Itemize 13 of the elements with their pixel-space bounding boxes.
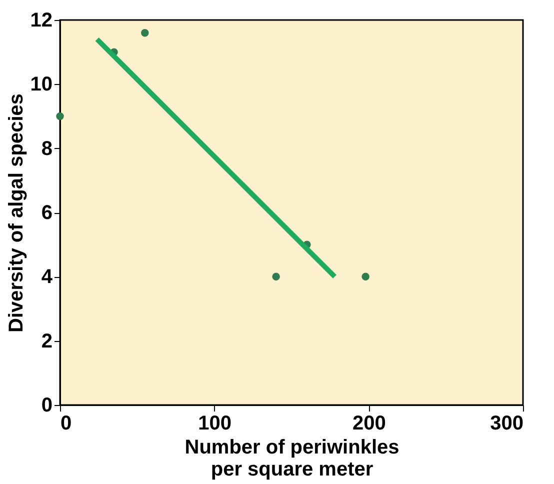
x-tick-label: 100 [198,412,232,434]
x-axis-title: Number of periwinkles per square meter [184,436,400,480]
y-axis-title: Diversity of algal species [5,93,28,333]
y-tick-label: 6 [41,202,52,224]
y-tick-label: 4 [41,266,54,288]
y-tick-label: 2 [41,330,52,352]
x-tick-label: 0 [60,412,72,434]
x-tick-label: 300 [490,412,524,434]
y-tick-label: 12 [30,10,52,32]
x-tick-label: 200 [352,412,386,434]
y-tick-label: 10 [30,74,52,96]
y-tick-label: 0 [41,394,52,416]
y-tick-label: 8 [41,138,52,160]
